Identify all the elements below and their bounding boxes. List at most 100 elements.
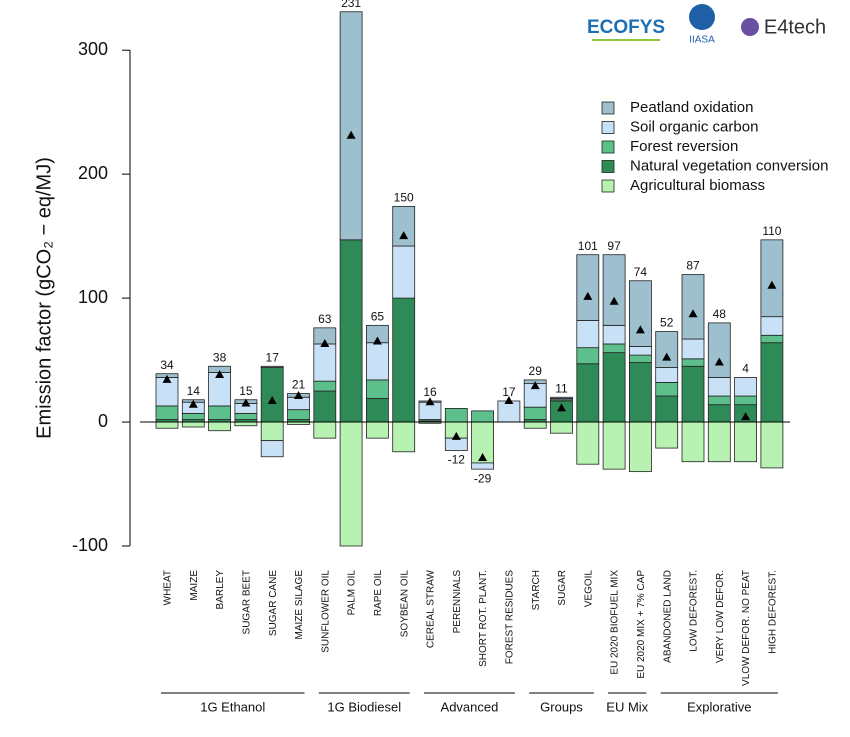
net-label: 101 — [578, 239, 598, 253]
bar-segment — [392, 421, 416, 453]
net-label: 87 — [686, 259, 700, 273]
bar-segment — [550, 421, 573, 434]
bar-segment — [208, 421, 232, 432]
net-marker — [662, 352, 672, 361]
bar-segment — [471, 410, 495, 423]
bar-segment — [444, 408, 468, 423]
net-marker — [162, 374, 172, 383]
bar-segment — [734, 395, 757, 406]
legend-label: Agricultural biomass — [630, 177, 765, 194]
legend-swatch — [601, 140, 615, 154]
x-tick-label: EU 2020 MIX + 7% CAP — [636, 570, 647, 679]
x-tick-label: VEGOIL — [583, 570, 594, 608]
group-label: Advanced — [441, 699, 499, 714]
net-label: 38 — [213, 350, 227, 364]
x-tick-label: STARCH — [531, 570, 542, 610]
net-marker — [635, 325, 645, 334]
x-tick-label: RAPE OIL — [373, 570, 384, 617]
bar-segment — [602, 254, 626, 326]
bar-segment — [655, 421, 679, 449]
net-label: 74 — [634, 265, 648, 279]
bar-segment — [602, 421, 626, 470]
bar-segment — [602, 324, 626, 345]
net-label: 21 — [292, 378, 306, 392]
x-tick-label: PALM OIL — [347, 570, 358, 616]
bar-segment — [523, 406, 547, 420]
bar-segment — [760, 239, 784, 318]
x-tick-label: SUGAR BEET — [242, 570, 253, 634]
bar-segment — [339, 239, 363, 423]
net-marker — [215, 369, 225, 378]
bar-segment — [339, 421, 363, 547]
net-label: 65 — [371, 310, 385, 324]
bar-segment — [260, 440, 284, 458]
net-marker — [294, 391, 303, 400]
x-tick-label: VERY LOW DEFOR. — [715, 570, 726, 663]
net-label: 14 — [187, 384, 201, 398]
net-label: 4 — [742, 362, 749, 376]
x-tick-label: SUNFLOWER OIL — [320, 570, 331, 653]
bar-segment — [339, 11, 363, 241]
net-label: -12 — [448, 453, 466, 467]
x-tick-label: SUGAR — [557, 570, 568, 606]
bar-segment — [629, 421, 652, 473]
bar-segment — [576, 363, 600, 423]
bar-segment — [155, 405, 179, 420]
bar-segment — [655, 381, 679, 397]
bar-segment — [181, 421, 205, 428]
net-label: 52 — [660, 316, 674, 330]
bar-segment — [707, 421, 731, 463]
bar-segment — [576, 347, 600, 365]
bar-segment — [760, 334, 784, 344]
x-tick-label: MAIZE SILAGE — [294, 570, 305, 640]
net-marker — [241, 398, 251, 407]
bar-segment — [260, 367, 284, 423]
legend-swatch — [601, 121, 615, 134]
net-marker — [557, 403, 566, 412]
bar-segment — [365, 342, 389, 381]
bar-segment — [287, 396, 310, 411]
bar-segment — [392, 205, 416, 247]
bar-segment — [497, 400, 521, 423]
net-marker — [372, 336, 382, 345]
net-marker — [767, 280, 777, 289]
logo-iiasa: IIASA — [689, 35, 715, 46]
net-label: 29 — [529, 364, 543, 378]
x-tick-label: HIGH DEFOREST. — [768, 570, 779, 654]
net-marker — [688, 309, 698, 318]
group-label: Groups — [540, 699, 583, 714]
net-marker — [399, 231, 409, 240]
legend-swatch — [601, 101, 615, 115]
group-label: EU Mix — [606, 699, 648, 714]
group-label: 1G Ethanol — [200, 699, 265, 714]
net-marker — [530, 381, 540, 390]
net-label: 11 — [555, 381, 568, 395]
net-label: -29 — [474, 471, 492, 485]
net-marker — [188, 399, 198, 408]
bar-segment — [707, 322, 731, 378]
bar-segment — [681, 274, 705, 340]
bar-segment — [629, 280, 652, 347]
bar-segment — [313, 380, 337, 392]
bar-segment — [681, 358, 705, 367]
bar-segment — [760, 316, 784, 336]
logo-e4tech: E4tech — [764, 16, 826, 38]
bar-segment — [655, 395, 679, 423]
net-label: 231 — [341, 0, 361, 10]
bar-segment — [287, 409, 310, 420]
x-tick-label: EU 2020 BIOFUEL MIX — [610, 570, 621, 675]
bar-segment — [392, 245, 416, 299]
net-marker — [504, 395, 514, 404]
net-label: 63 — [318, 312, 332, 326]
x-tick-label: BARLEY — [215, 570, 226, 610]
bar-segment — [707, 404, 731, 423]
legend-label: Peatland oxidation — [630, 99, 753, 116]
net-label: 34 — [160, 358, 174, 372]
y-tick-label: 100 — [78, 287, 108, 307]
bar-segment — [155, 421, 179, 429]
bar-segment — [392, 297, 416, 423]
group-label: 1G Biodiesel — [327, 699, 401, 714]
bar-segment — [550, 396, 573, 399]
y-tick-label: 300 — [78, 39, 108, 59]
x-tick-label: LOW DEFOREST. — [689, 570, 700, 652]
